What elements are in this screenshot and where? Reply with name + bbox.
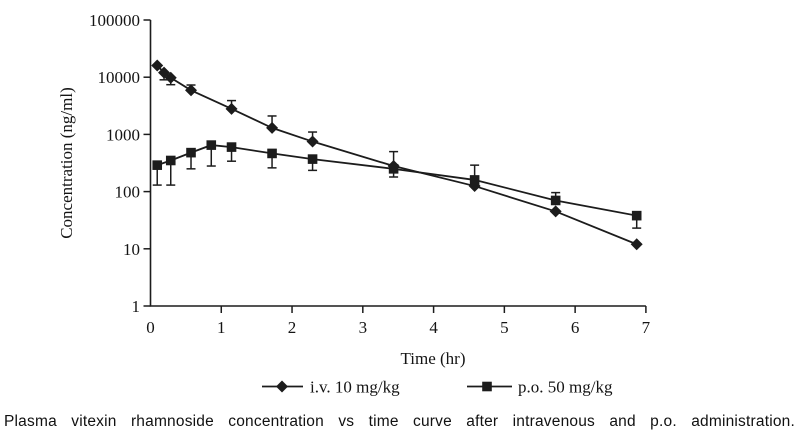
x-tick-label: 3 [359, 318, 368, 337]
legend-item-iv: i.v. 10 mg/kg [262, 378, 400, 397]
legend-item-po: p.o. 50 mg/kg [467, 378, 613, 397]
y-tick-label: 10 [123, 240, 140, 259]
data-point-po [388, 164, 399, 174]
x-tick-label: 0 [146, 318, 155, 337]
series-line-iv [156, 64, 638, 246]
x-tick-label: 4 [429, 318, 438, 337]
legend-square-icon [482, 381, 492, 392]
legend-label-po: p.o. 50 mg/kg [518, 378, 613, 397]
x-tick-label: 7 [642, 318, 651, 337]
data-point-iv [225, 102, 238, 115]
axis-lines [149, 20, 646, 307]
data-point-po [165, 155, 176, 166]
data-point-po [152, 160, 163, 170]
data-point-iv [185, 84, 198, 97]
series-line-po [156, 144, 637, 217]
y-tick-label: 1 [132, 297, 141, 316]
y-tick-label: 10000 [98, 68, 141, 87]
data-point-po [550, 195, 561, 206]
series-iv [151, 59, 643, 251]
legend: i.v. 10 mg/kg p.o. 50 mg/kg [262, 378, 613, 397]
x-tick-label: 6 [571, 318, 580, 337]
series-po [152, 140, 642, 229]
data-point-iv [266, 121, 279, 134]
y-tick-label: 1000 [106, 125, 140, 144]
data-point-iv [164, 71, 177, 84]
data-point-po [186, 147, 196, 158]
figure-caption: Plasma vitexin rhamnoside concentration … [4, 413, 795, 430]
legend-diamond-icon [276, 380, 288, 393]
legend-label-iv: i.v. 10 mg/kg [310, 378, 400, 397]
data-point-po [206, 140, 217, 150]
data-point-po [307, 154, 318, 164]
data-point-iv [306, 135, 319, 148]
y-tick-label: 100000 [89, 11, 140, 30]
data-point-iv [549, 205, 562, 218]
x-tick-label: 5 [500, 318, 509, 337]
x-tick-label: 1 [217, 318, 226, 337]
y-tick-label: 100 [115, 183, 141, 202]
data-point-po [267, 148, 277, 159]
data-series-layer [151, 59, 643, 251]
data-point-po [469, 175, 480, 185]
y-axis-title: Concentration (ng/ml) [57, 87, 76, 239]
data-point-po [226, 142, 237, 152]
data-point-iv [151, 59, 164, 72]
x-axis-title: Time (hr) [400, 349, 465, 368]
data-point-iv [630, 238, 643, 251]
data-point-po [631, 210, 642, 221]
x-tick-label: 2 [288, 318, 297, 337]
